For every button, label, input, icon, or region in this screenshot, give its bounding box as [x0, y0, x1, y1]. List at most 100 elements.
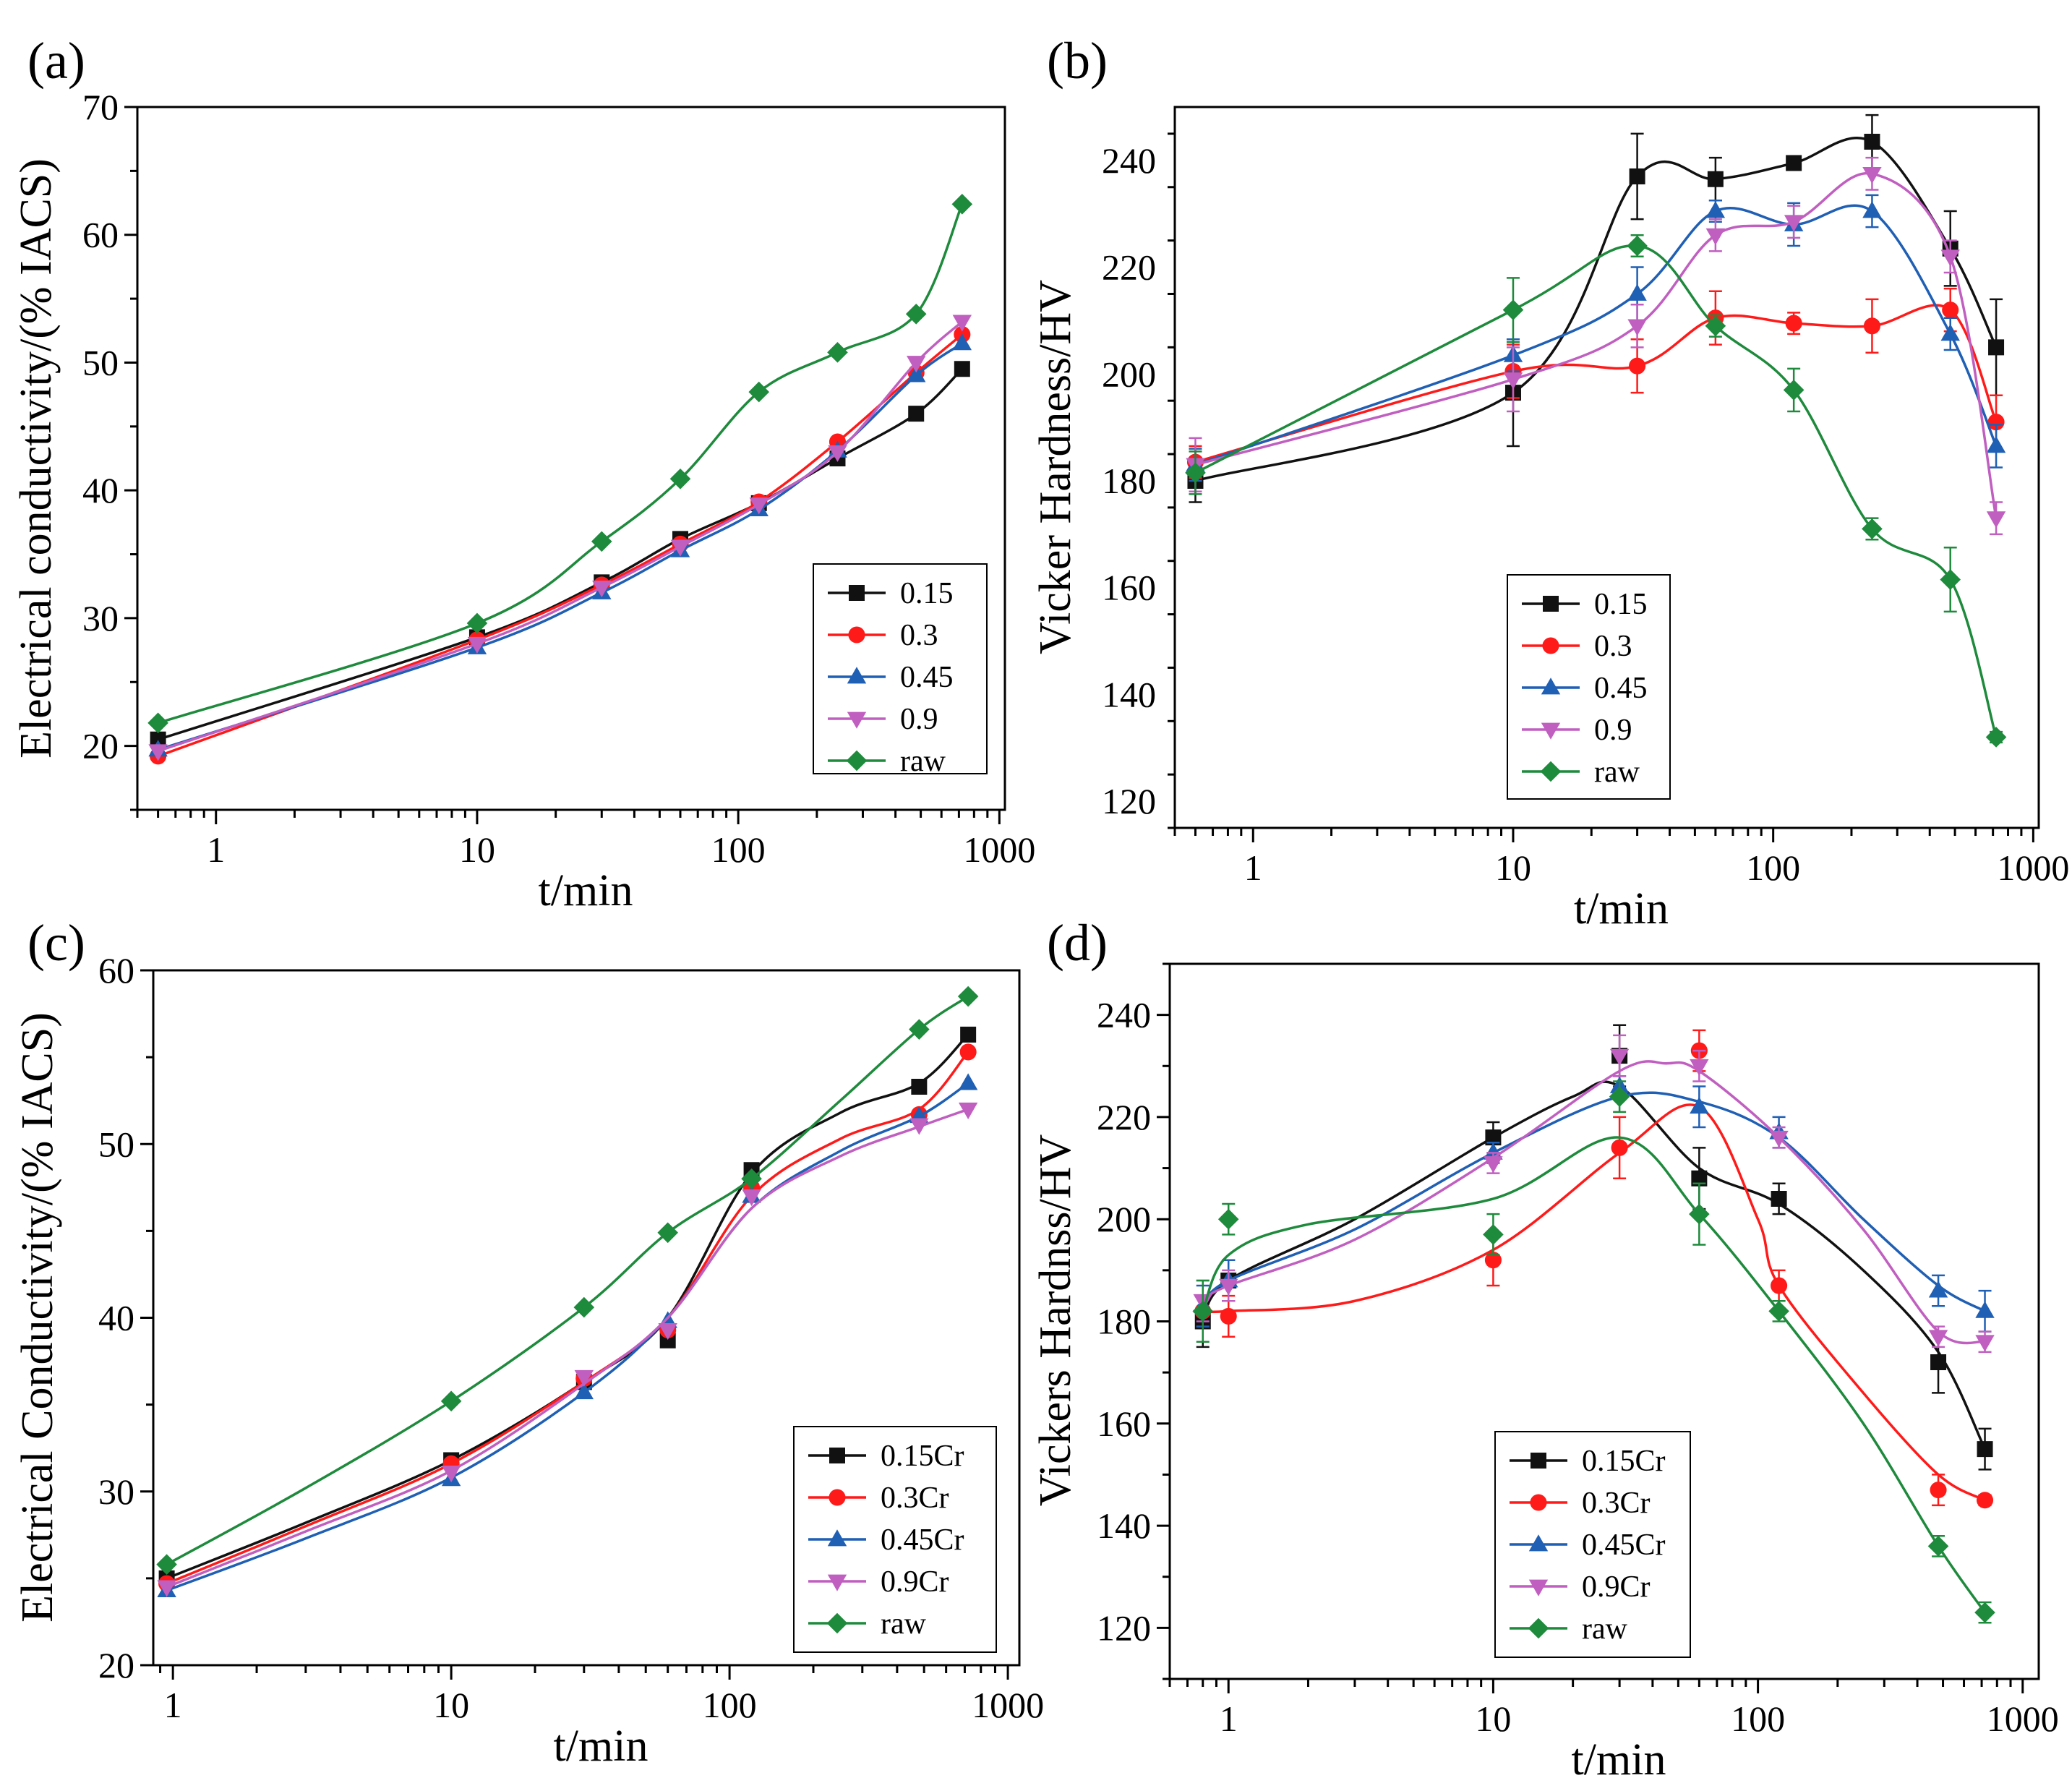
data-point: [1987, 414, 2005, 431]
y-tick-label: 220: [1102, 247, 1156, 288]
legend-label: 0.15: [900, 577, 954, 610]
data-point: [466, 612, 488, 634]
data-point: [1627, 235, 1648, 257]
data-point: [1689, 1203, 1710, 1225]
y-tick-label: 60: [98, 950, 134, 991]
data-point: [1485, 1129, 1502, 1146]
legend-marker: [848, 626, 865, 644]
data-point: [1930, 1354, 1947, 1371]
data-point: [1784, 215, 1804, 232]
legend-marker: [1530, 1494, 1547, 1511]
data-point: [670, 539, 690, 557]
data-point: [1705, 201, 1726, 218]
data-point: [657, 1222, 678, 1244]
series-raw: [1185, 234, 2007, 748]
data-point: [1975, 1301, 1995, 1318]
legend-label: 0.15Cr: [881, 1440, 964, 1473]
data-point: [1940, 249, 1960, 267]
y-axis-label: Electrical conductivity/(% IACS): [12, 158, 61, 758]
legend-marker: [1528, 1534, 1549, 1552]
legend: 0.15Cr 0.3Cr 0.45Cr 0.9Cr raw: [793, 1426, 997, 1653]
data-point: [440, 1390, 462, 1412]
data-point: [960, 1026, 977, 1043]
data-point: [1928, 1281, 1948, 1298]
data-point: [669, 468, 691, 490]
x-tick-label: 10: [459, 829, 495, 870]
legend-marker: [829, 1489, 846, 1506]
data-point: [1217, 1208, 1239, 1230]
data-point: [1769, 1130, 1789, 1147]
series-line: [166, 995, 969, 1566]
y-tick-label: 180: [1097, 1301, 1151, 1342]
y-tick-label: 40: [98, 1298, 134, 1338]
data-point: [828, 445, 847, 462]
legend-marker: [1541, 722, 1561, 740]
data-point: [951, 194, 973, 215]
legend-label: 0.9: [1594, 714, 1632, 747]
data-point: [1629, 357, 1646, 375]
legend-marker: [846, 750, 868, 771]
chart-panel-d: (d) 1 10 100 1000 120 140 160 180 200 220 240 t/min V…: [1031, 914, 2059, 1784]
data-point: [1611, 1139, 1628, 1156]
data-point: [157, 1580, 176, 1597]
data-point: [1192, 1301, 1214, 1322]
x-tick-label: 1: [1220, 1698, 1238, 1739]
data-point: [574, 1369, 594, 1387]
legend-marker: [847, 711, 867, 729]
data-point: [1986, 511, 2006, 529]
chart-panel-b: (b) 1 10 100 1000 120 140 160 180 200 220 240 t/min V…: [1031, 32, 2069, 933]
series-line: [1202, 1091, 1986, 1312]
data-point: [957, 986, 979, 1007]
y-tick-label: 160: [1097, 1403, 1151, 1444]
x-tick-label: 1: [207, 829, 225, 870]
legend-marker: [827, 1574, 847, 1591]
y-tick-label: 120: [1102, 781, 1156, 821]
data-point: [1627, 283, 1647, 301]
x-tick-label: 10: [433, 1685, 469, 1725]
data-point: [905, 303, 927, 325]
legend-label: 0.3Cr: [881, 1482, 949, 1515]
data-point: [1927, 1536, 1949, 1557]
y-tick-label: 20: [98, 1645, 134, 1685]
legend: 0.15 0.3 0.45 0.9 raw: [1507, 574, 1671, 800]
data-point: [1863, 317, 1880, 335]
x-tick-label: 10: [1495, 847, 1531, 888]
y-tick-label: 240: [1097, 995, 1151, 1035]
x-axis-label: t/min: [539, 866, 633, 915]
data-point: [1484, 1156, 1503, 1174]
x-tick-label: 1000: [1997, 847, 2069, 888]
data-point: [907, 356, 926, 373]
data-point: [1940, 569, 1961, 590]
series-raw: [156, 986, 979, 1575]
y-tick-label: 160: [1102, 568, 1156, 608]
y-tick-label: 30: [98, 1471, 134, 1512]
legend: 0.15Cr 0.3Cr 0.45Cr 0.9Cr raw: [1494, 1431, 1691, 1658]
data-point: [1988, 339, 2005, 356]
legend-marker: [826, 1612, 848, 1634]
data-point: [1942, 302, 1959, 319]
plot-frame: [1173, 106, 2040, 829]
data-point: [150, 731, 166, 748]
series-raw: [1192, 1080, 1995, 1624]
data-point: [1930, 1482, 1947, 1499]
series-line: [1194, 204, 1998, 466]
data-point: [1862, 201, 1882, 218]
y-axis-label: Vicker Hardness/HV: [1031, 280, 1080, 654]
data-point: [909, 1019, 930, 1040]
y-tick-label: 20: [82, 726, 119, 766]
x-tick-label: 100: [1746, 847, 1800, 888]
data-point: [742, 1189, 761, 1207]
y-tick-label: 70: [82, 87, 119, 127]
legend-label: 0.3Cr: [1582, 1487, 1651, 1520]
data-point: [958, 1102, 978, 1119]
series-0-9: [1186, 156, 2006, 536]
legend-marker: [847, 667, 867, 684]
data-point: [1629, 168, 1645, 185]
data-point: [1986, 436, 2006, 453]
data-point: [1864, 134, 1880, 150]
data-point: [1609, 1086, 1630, 1107]
data-point: [909, 1118, 929, 1135]
y-tick-label: 240: [1102, 140, 1156, 181]
x-axis-label: t/min: [1572, 1735, 1666, 1784]
legend-marker: [849, 585, 865, 601]
